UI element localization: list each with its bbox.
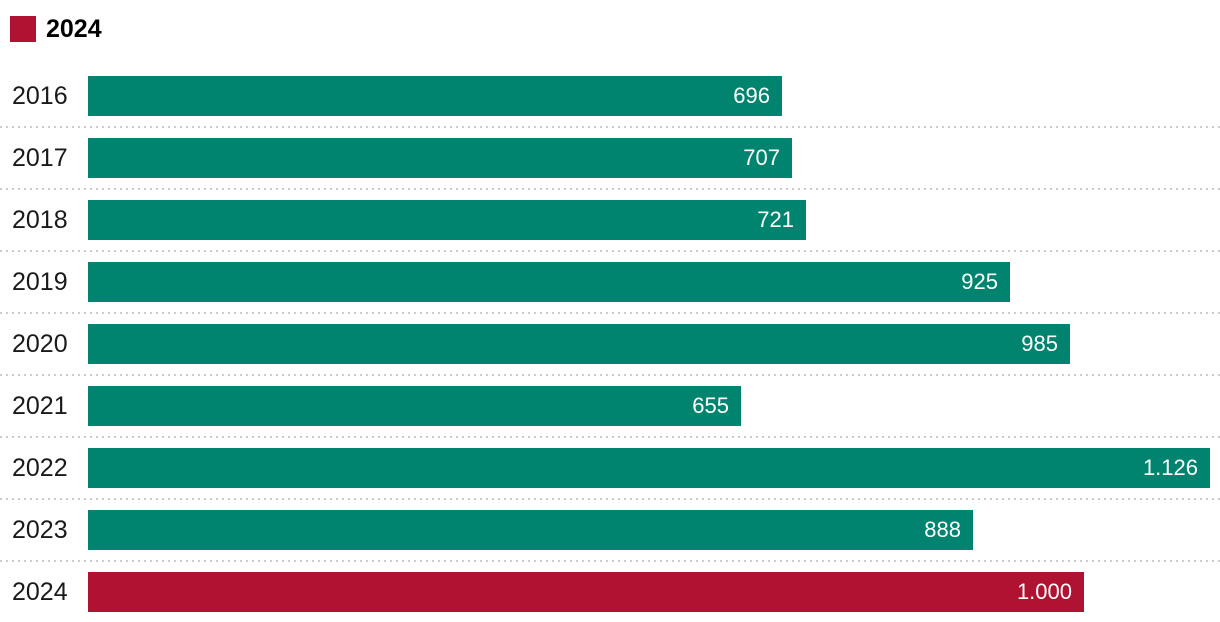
bar-2023: 888 [88,510,973,550]
category-label-2022: 2022 [12,453,68,482]
bar-row-2021: 2021 655 [0,376,1220,436]
value-label-2016: 696 [733,83,770,108]
bar-2016: 696 [88,76,782,116]
bar-row-2023: 2023 888 [0,500,1220,560]
bar-track-2023: 888 [88,510,1220,550]
bar-track-2022: 1.126 [88,448,1220,488]
bar-2021: 655 [88,386,741,426]
bar-row-2019: 2019 925 [0,252,1220,312]
row-separator [0,188,1220,190]
value-label-2022: 1.126 [1142,455,1198,480]
legend-label: 2024 [46,15,102,43]
value-label-2018: 721 [757,207,794,232]
bar-track-2018: 721 [88,200,1220,240]
row-separator [0,560,1220,562]
bar-track-2019: 925 [88,262,1220,302]
bar-2018: 721 [88,200,806,240]
category-label-2020: 2020 [12,329,68,358]
value-label-2021: 655 [692,393,729,418]
category-label-2023: 2023 [12,515,68,544]
category-label-2018: 2018 [12,205,68,234]
bar-rows-container: 2016 696 2017 707 2018 721 2019 925 2020 985 2021 6… [0,66,1220,622]
bar-row-2018: 2018 721 [0,190,1220,250]
category-label-2021: 2021 [12,391,68,420]
bar-2024: 1.000 [88,572,1084,612]
bar-2019: 925 [88,262,1010,302]
chart-legend: 2024 [10,16,1220,42]
bar-2020: 985 [88,324,1070,364]
bar-row-2017: 2017 707 [0,128,1220,188]
bar-track-2020: 985 [88,324,1220,364]
category-label-2019: 2019 [12,267,68,296]
value-label-2024: 1.000 [1016,579,1072,604]
category-label-2024: 2024 [12,577,68,606]
value-label-2017: 707 [743,145,780,170]
bar-row-2024: 2024 1.000 [0,562,1220,622]
category-label-2017: 2017 [12,143,68,172]
legend-swatch-2024 [10,16,36,42]
category-label-2016: 2016 [12,81,68,110]
bar-row-2022: 2022 1.126 [0,438,1220,498]
value-label-2020: 985 [1021,331,1058,356]
row-separator [0,436,1220,438]
bar-track-2016: 696 [88,76,1220,116]
row-separator [0,312,1220,314]
bar-2022: 1.126 [88,448,1210,488]
row-separator [0,126,1220,128]
value-label-2019: 925 [961,269,998,294]
bar-track-2017: 707 [88,138,1220,178]
value-label-2023: 888 [924,517,961,542]
row-separator [0,374,1220,376]
bar-track-2024: 1.000 [88,572,1220,612]
bar-row-2016: 2016 696 [0,66,1220,126]
row-separator [0,498,1220,500]
bar-track-2021: 655 [88,386,1220,426]
row-separator [0,250,1220,252]
bar-row-2020: 2020 985 [0,314,1220,374]
bar-2017: 707 [88,138,792,178]
